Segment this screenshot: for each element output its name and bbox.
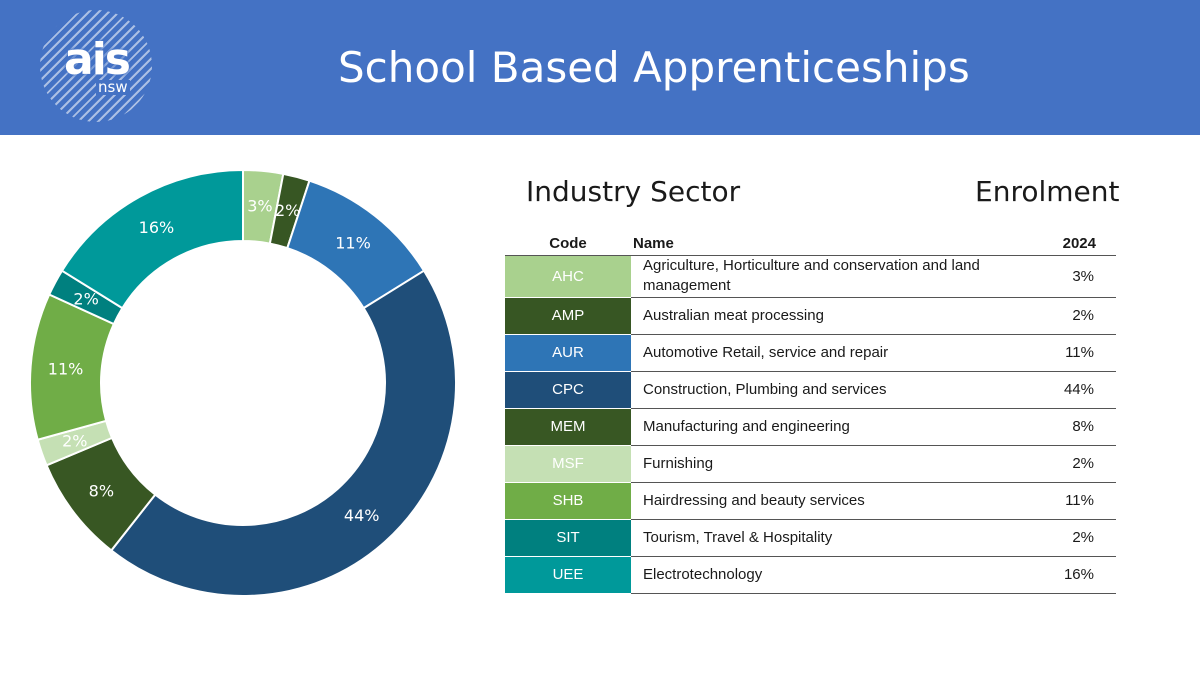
donut-label-amp: 2% (275, 201, 300, 220)
donut-label-msf: 2% (62, 432, 87, 451)
table-row: AMP Australian meat processing 2% (505, 297, 1116, 335)
table-row: UEE Electrotechnology 16% (505, 556, 1116, 594)
donut-label-mem: 8% (89, 481, 114, 500)
table-row: CPC Construction, Plumbing and services 44… (505, 371, 1116, 409)
sector-name-cell: Australian meat processing (631, 297, 1041, 335)
donut-label-aur: 11% (335, 234, 371, 253)
sector-name-cell: Manufacturing and engineering (631, 408, 1041, 446)
sector-name-cell: Furnishing (631, 445, 1041, 483)
table-header-row: Code Name 2024 (505, 233, 1116, 256)
column-header-year: 2024 (1041, 233, 1116, 256)
sector-name-cell: Agriculture, Horticulture and conservati… (631, 255, 1041, 298)
donut-label-cpc: 44% (344, 506, 380, 525)
sector-code-cell: SHB (505, 482, 631, 520)
sector-code-cell: AHC (505, 255, 631, 298)
logo-wordmark: ais (64, 34, 131, 85)
donut-label-ahc: 3% (247, 196, 272, 215)
sector-name-cell: Construction, Plumbing and services (631, 371, 1041, 409)
sector-code-cell: UEE (505, 556, 631, 594)
table-row: SIT Tourism, Travel & Hospitality 2% (505, 519, 1116, 557)
donut-label-uee: 16% (139, 218, 175, 237)
enrolment-value-cell: 2% (1041, 445, 1116, 483)
ais-nsw-logo: ais nsw (40, 10, 152, 122)
table-row: MEM Manufacturing and engineering 8% (505, 408, 1116, 446)
table-row: SHB Hairdressing and beauty services 11% (505, 482, 1116, 520)
sector-code-cell: CPC (505, 371, 631, 409)
doughnut-chart-svg: 3% 2%11%44%8%2%11%2%16% (29, 168, 457, 597)
enrolment-heading: Enrolment (975, 175, 1120, 208)
donut-label-sit: 2% (73, 289, 98, 308)
title-banner: ais nsw School Based Apprenticeships (0, 0, 1200, 135)
enrolment-value-cell: 2% (1041, 519, 1116, 557)
logo-subtext: nsw (96, 78, 130, 96)
table-body: AHC Agriculture, Horticulture and conserv… (505, 255, 1116, 594)
table-row: MSF Furnishing 2% (505, 445, 1116, 483)
donut-slice-cpc (109, 269, 457, 597)
sector-name-cell: Tourism, Travel & Hospitality (631, 519, 1041, 557)
doughnut-chart: 3% 2% 11% 44% 8% 2% 11% 2% 16% (0, 135, 480, 675)
enrolment-value-cell: 16% (1041, 556, 1116, 594)
sector-code-cell: MSF (505, 445, 631, 483)
sector-code-cell: SIT (505, 519, 631, 557)
sector-name-cell: Automotive Retail, service and repair (631, 334, 1041, 372)
column-header-name: Name (631, 233, 1041, 256)
sector-code-cell: AUR (505, 334, 631, 372)
sector-code-cell: AMP (505, 297, 631, 335)
sector-name-cell: Electrotechnology (631, 556, 1041, 594)
column-header-code: Code (505, 233, 631, 256)
table-row: AHC Agriculture, Horticulture and conserv… (505, 255, 1116, 298)
donut-slice-uee (60, 168, 244, 310)
enrolment-value-cell: 2% (1041, 297, 1116, 335)
sector-code-cell: MEM (505, 408, 631, 446)
enrolment-value-cell: 8% (1041, 408, 1116, 446)
enrolment-value-cell: 44% (1041, 371, 1116, 409)
industry-sector-table: Code Name 2024 AHC Agriculture, Horticult… (505, 233, 1116, 594)
table-row: AUR Automotive Retail, service and repair… (505, 334, 1116, 372)
enrolment-value-cell: 11% (1041, 482, 1116, 520)
sector-name-cell: Hairdressing and beauty services (631, 482, 1041, 520)
enrolment-value-cell: 11% (1041, 334, 1116, 372)
industry-sector-heading: Industry Sector (526, 175, 741, 208)
enrolment-value-cell: 3% (1041, 255, 1116, 298)
page-title: School Based Apprenticeships (338, 43, 970, 92)
donut-label-shb: 11% (48, 359, 84, 378)
